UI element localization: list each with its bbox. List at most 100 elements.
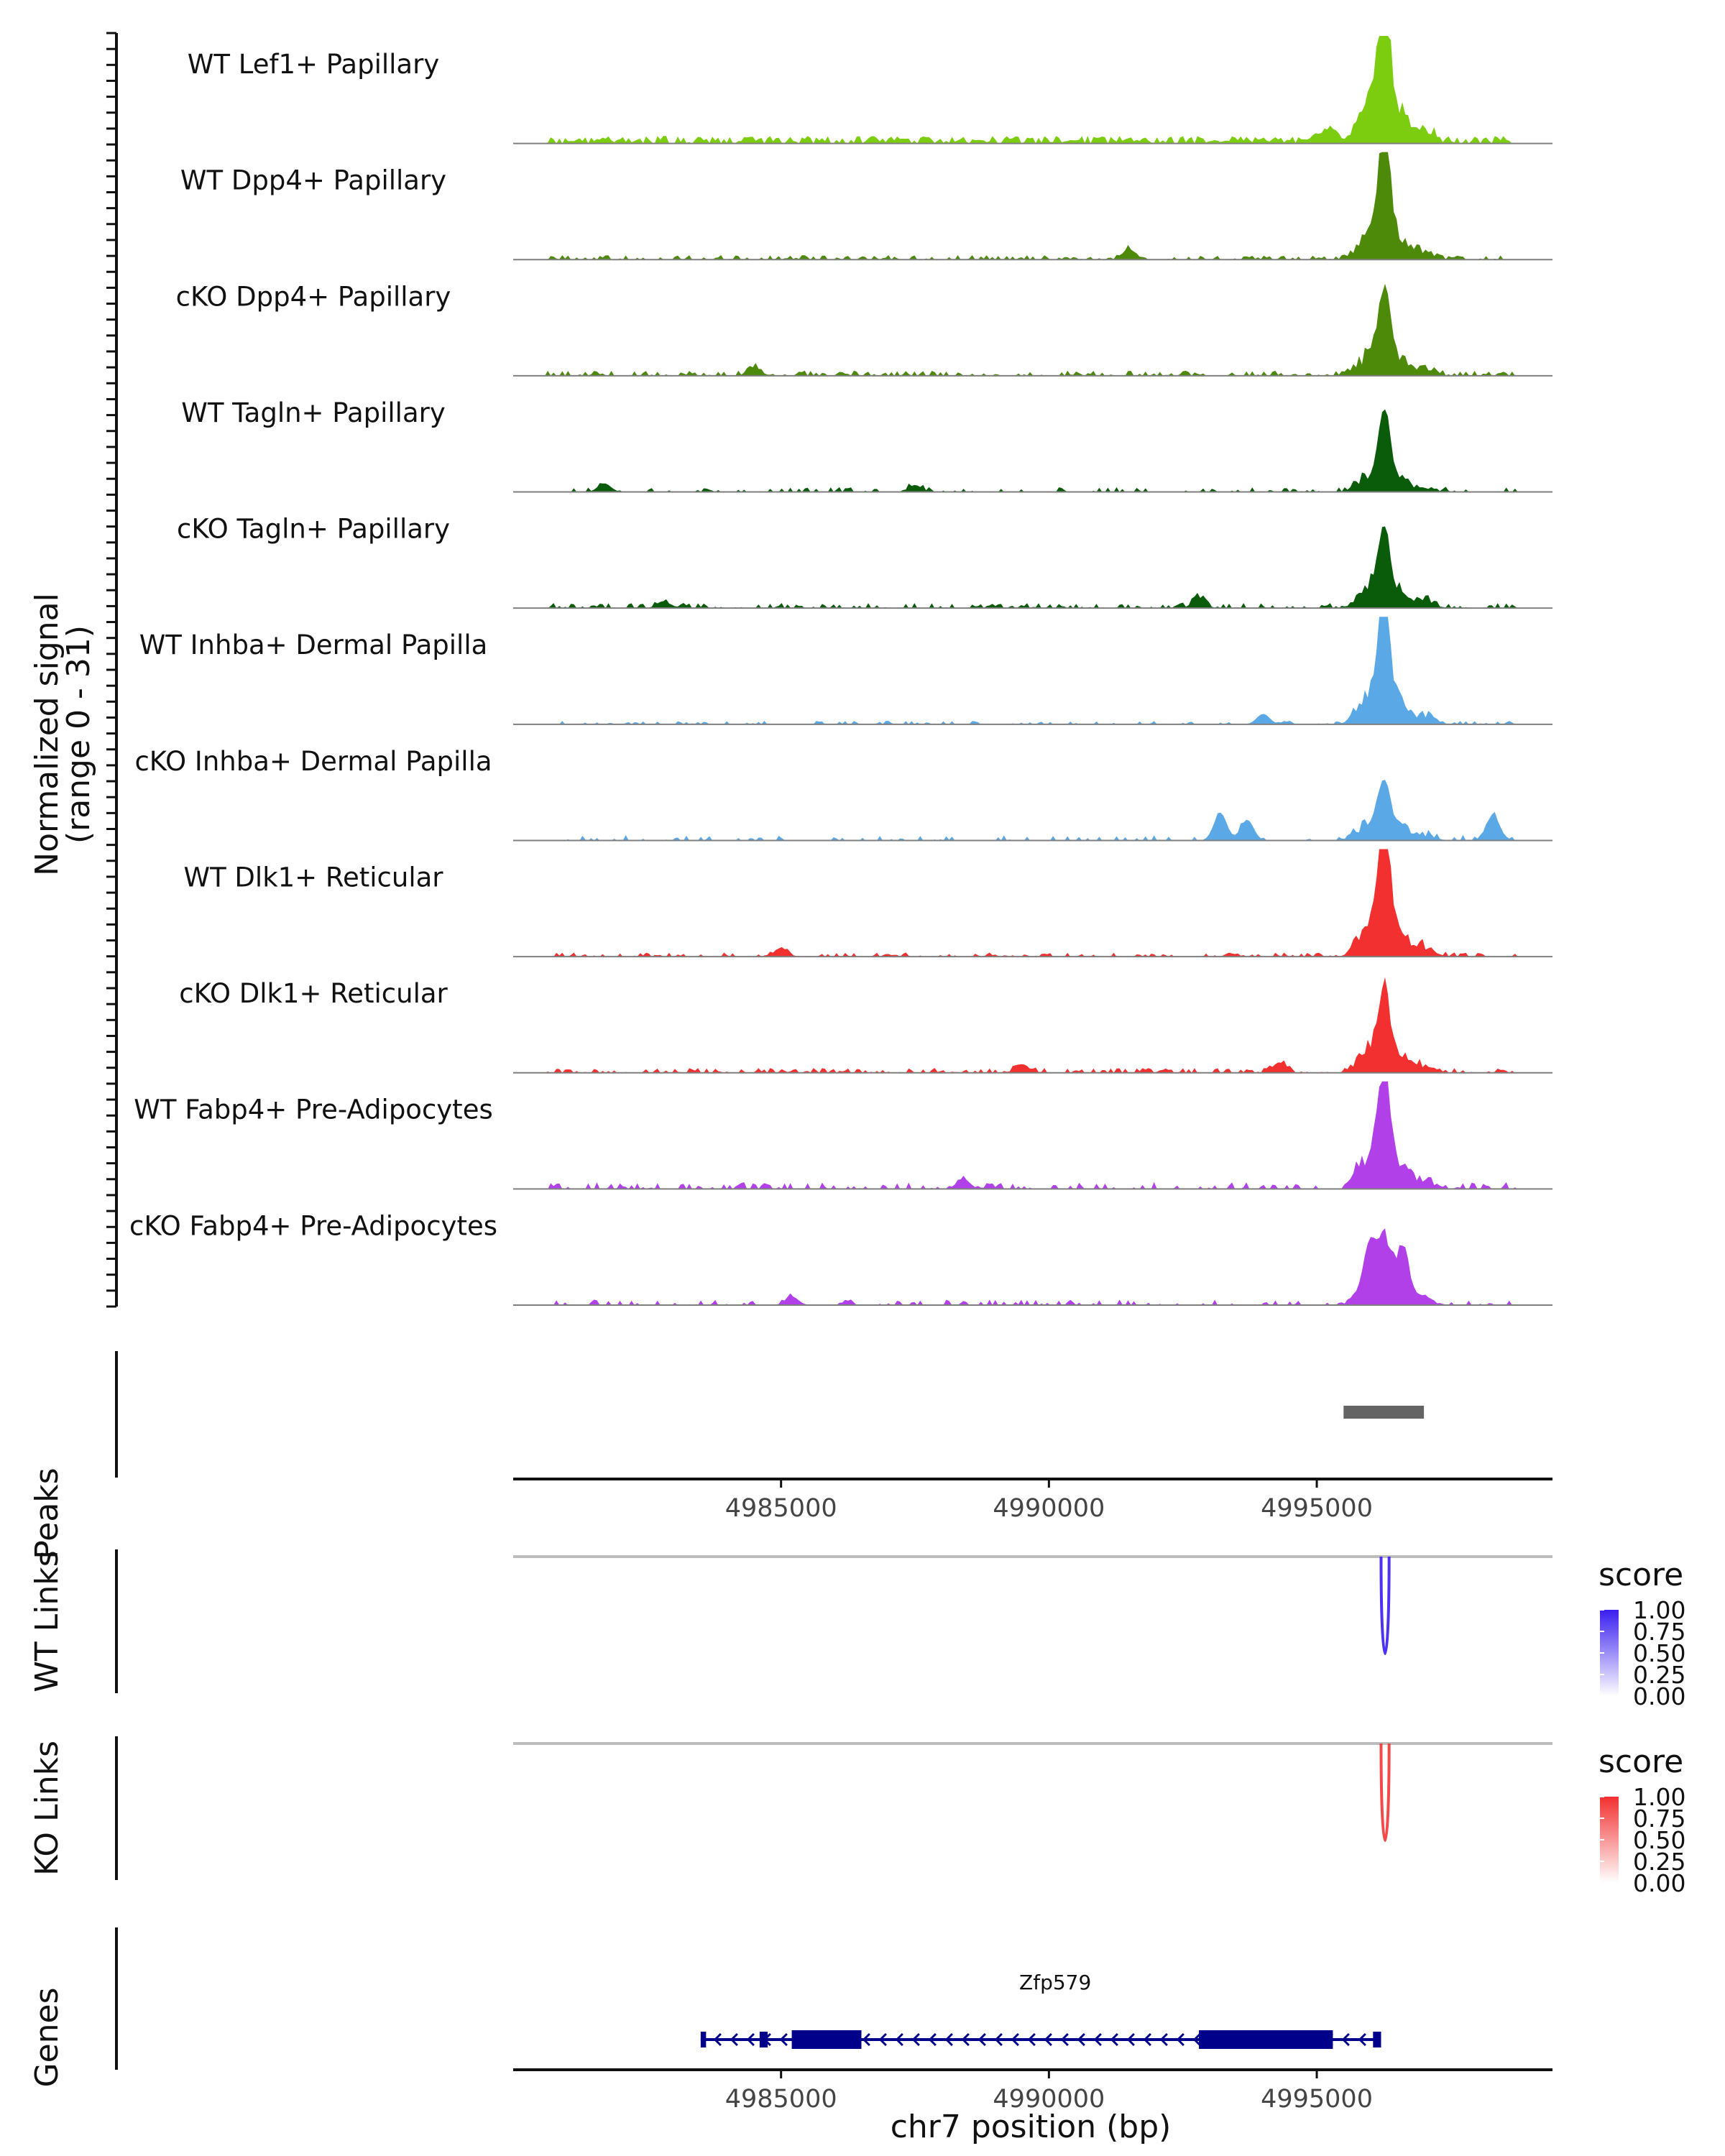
strand-arrow bbox=[1011, 2032, 1019, 2047]
strand-arrow bbox=[978, 2032, 986, 2047]
strand-arrow bbox=[1027, 2032, 1036, 2047]
link-arc bbox=[1379, 1556, 1391, 1655]
coverage-track: WT Fabp4+ Pre-Adipocytes bbox=[134, 1081, 1552, 1190]
coverage-area bbox=[513, 1228, 1552, 1305]
strand-arrow bbox=[1044, 2032, 1052, 2047]
legend-tick-label: 1.00 bbox=[1633, 1596, 1685, 1624]
legend-tick-label: 0.00 bbox=[1633, 1869, 1685, 1897]
legend-title: score bbox=[1598, 1743, 1683, 1780]
track-label: cKO Dlk1+ Reticular bbox=[179, 978, 448, 1009]
coverage-track: cKO Fabp4+ Pre-Adipocytes bbox=[129, 1210, 1552, 1306]
lower-axis-tick-label: 4995000 bbox=[1261, 2085, 1373, 2114]
track-label: cKO Dpp4+ Papillary bbox=[176, 281, 451, 312]
legend-tick-label: 0.25 bbox=[1633, 1661, 1685, 1689]
coverage-track: WT Inhba+ Dermal Papilla bbox=[139, 617, 1552, 725]
legend-tick-label: 1.00 bbox=[1633, 1783, 1685, 1811]
strand-arrow bbox=[1341, 2032, 1350, 2047]
link-arc bbox=[1379, 1743, 1391, 1842]
strand-arrow bbox=[1126, 2032, 1135, 2047]
coverage-track: WT Dlk1+ Reticular bbox=[183, 849, 1552, 958]
track-label: WT Dlk1+ Reticular bbox=[183, 862, 443, 893]
track-label: cKO Inhba+ Dermal Papilla bbox=[134, 746, 492, 777]
coverage-track: WT Lef1+ Papillary bbox=[188, 36, 1552, 144]
legend-tick-label: 0.25 bbox=[1633, 1848, 1685, 1876]
coverage-track: cKO Tagln+ Papillary bbox=[177, 514, 1552, 609]
legend-tick-label: 0.50 bbox=[1633, 1639, 1685, 1667]
x-axis-lower: 4985000 4990000 4995000 bbox=[513, 2068, 1552, 2114]
strand-arrow bbox=[878, 2032, 887, 2047]
track-label: cKO Tagln+ Papillary bbox=[177, 514, 450, 545]
gene-name-label: Zfp579 bbox=[1019, 1971, 1091, 1994]
coverage-tracks: WT Lef1+ Papillary WT Dpp4+ Papillary cKO … bbox=[129, 36, 1552, 1306]
strand-arrow bbox=[961, 2032, 970, 2047]
x-axis-title: chr7 position (bp) bbox=[891, 2109, 1172, 2145]
legend-tick-label: 0.00 bbox=[1633, 1682, 1685, 1710]
gene-exon bbox=[700, 2032, 707, 2047]
coverage-track: WT Dpp4+ Papillary bbox=[180, 152, 1552, 261]
coverage-track: WT Tagln+ Papillary bbox=[181, 397, 1552, 493]
legend-tick-label: 0.75 bbox=[1633, 1805, 1685, 1833]
strand-arrow bbox=[1060, 2032, 1069, 2047]
strand-arrow bbox=[746, 2032, 755, 2047]
gene-exon bbox=[1199, 2030, 1333, 2049]
strand-arrow bbox=[895, 2032, 903, 2047]
strand-arrow bbox=[1077, 2032, 1085, 2047]
gene-exon bbox=[1373, 2032, 1381, 2047]
strand-arrow bbox=[862, 2032, 870, 2047]
lower-axis-tick-label: 4990000 bbox=[993, 2085, 1105, 2114]
peaks-label: Peaks bbox=[29, 1468, 65, 1559]
strand-arrow bbox=[928, 2032, 937, 2047]
strand-arrow bbox=[730, 2032, 738, 2047]
coverage-area bbox=[513, 283, 1552, 376]
track-label: cKO Fabp4+ Pre-Adipocytes bbox=[129, 1210, 497, 1241]
upper-axis-tick-label: 4990000 bbox=[993, 1494, 1105, 1523]
coverage-area bbox=[513, 409, 1552, 492]
gene-exon bbox=[759, 2032, 768, 2047]
genes-label: Genes bbox=[29, 1987, 65, 2087]
gene-exon bbox=[791, 2030, 862, 2049]
coverage-area bbox=[513, 36, 1552, 144]
strand-arrow bbox=[994, 2032, 1003, 2047]
track-label: WT Tagln+ Papillary bbox=[181, 397, 446, 428]
upper-axis-tick-label: 4995000 bbox=[1261, 1494, 1373, 1523]
strand-arrow bbox=[779, 2032, 788, 2047]
track-label: WT Inhba+ Dermal Papilla bbox=[139, 630, 488, 660]
strand-arrow bbox=[1358, 2032, 1366, 2047]
genes-panel: Genes Zfp579 bbox=[29, 1927, 1381, 2088]
coverage-area bbox=[513, 1081, 1552, 1189]
links-label: WT Links bbox=[29, 1550, 65, 1692]
strand-arrow bbox=[944, 2032, 953, 2047]
coverage-ylabel-line2: (range 0 - 31) bbox=[60, 625, 97, 844]
strand-arrow bbox=[713, 2032, 722, 2047]
coverage-ylabel-line1: Normalized signal bbox=[29, 593, 65, 876]
coverage-area bbox=[513, 977, 1552, 1073]
links-panel: KO Links score 1.000.750.500.250.00 bbox=[29, 1736, 1685, 1897]
track-label: WT Dpp4+ Papillary bbox=[180, 165, 446, 196]
strand-arrow bbox=[911, 2032, 920, 2047]
gene-model: Zfp579 bbox=[700, 1971, 1381, 2049]
coverage-area bbox=[513, 780, 1552, 841]
legend-tick-label: 0.75 bbox=[1633, 1618, 1685, 1646]
legend-tick-label: 0.50 bbox=[1633, 1826, 1685, 1854]
strand-arrow bbox=[1192, 2032, 1201, 2047]
coverage-area bbox=[513, 526, 1552, 609]
coverage-track: cKO Dlk1+ Reticular bbox=[179, 977, 1552, 1074]
x-axis-upper: 4985000 4990000 4995000 bbox=[513, 1478, 1552, 1523]
legend-title: score bbox=[1598, 1557, 1683, 1593]
peak-region bbox=[1343, 1406, 1425, 1419]
links-label: KO Links bbox=[29, 1741, 65, 1876]
track-label: WT Lef1+ Papillary bbox=[188, 49, 439, 80]
strand-arrow bbox=[1176, 2032, 1184, 2047]
coverage-area bbox=[513, 152, 1552, 260]
strand-arrow bbox=[1093, 2032, 1102, 2047]
coverage-track: cKO Inhba+ Dermal Papilla bbox=[134, 746, 1552, 842]
coverage-y-axis bbox=[106, 32, 118, 1308]
strand-arrow bbox=[1159, 2032, 1168, 2047]
track-label: WT Fabp4+ Pre-Adipocytes bbox=[134, 1095, 492, 1125]
peaks-panel: Peaks bbox=[29, 1351, 1425, 1560]
strand-arrow bbox=[1143, 2032, 1151, 2047]
coverage-area bbox=[513, 849, 1552, 957]
coverage-track: cKO Dpp4+ Papillary bbox=[176, 281, 1552, 377]
